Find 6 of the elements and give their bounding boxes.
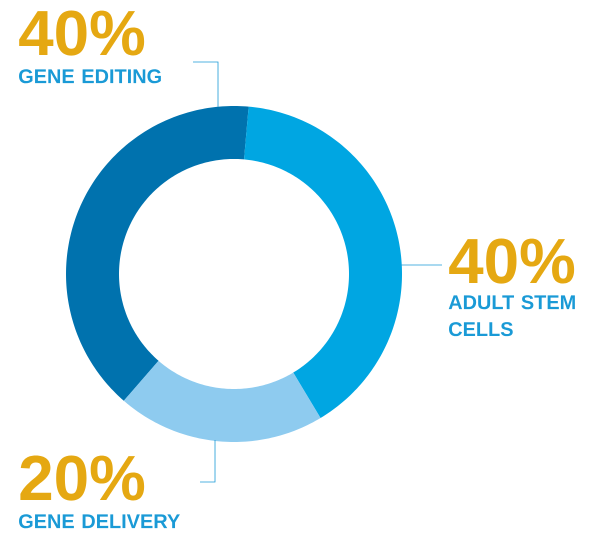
slice-label: GENE EDITING — [19, 69, 161, 84]
data-label: 40% — [19, 10, 144, 56]
slice-label: ADULT STEM CELLS — [448, 295, 575, 336]
data-label: 20% — [20, 455, 144, 501]
data-label: 40% — [449, 238, 574, 284]
slice-label: GENE DELIVERY — [19, 514, 180, 528]
